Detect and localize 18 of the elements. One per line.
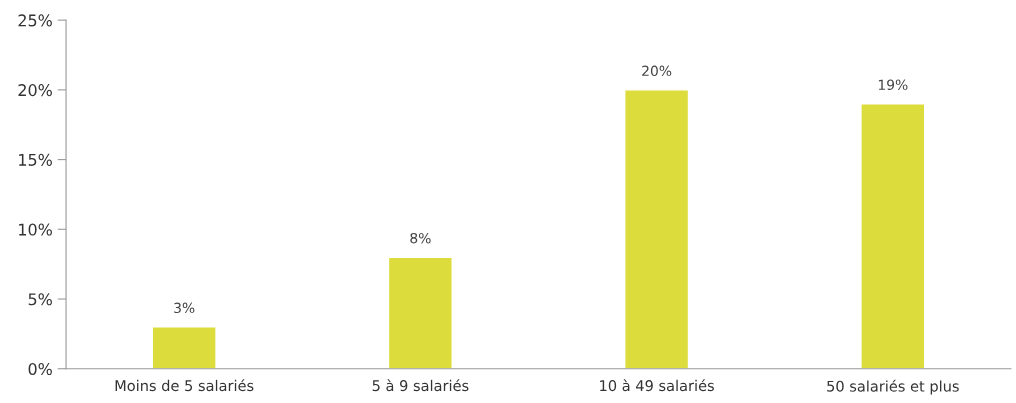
- data-label: 3%: [174, 302, 195, 314]
- y-tick-label: 0%: [28, 362, 52, 376]
- x-tick-label: 50 salariés et plus: [827, 379, 959, 395]
- x-tick-label: Moins de 5 salariés: [115, 379, 254, 392]
- data-label: 20%: [642, 65, 672, 77]
- data-label: 8%: [410, 232, 431, 244]
- x-tick-label: 5 à 9 salariés: [372, 379, 469, 392]
- y-tick-label: 20%: [18, 84, 52, 97]
- bar: [387, 256, 453, 369]
- y-tick-label: 15%: [19, 153, 52, 166]
- y-tick-label: 25%: [18, 14, 52, 27]
- y-tick-label: 5%: [28, 293, 52, 306]
- bar: [151, 326, 217, 369]
- y-tick-label: 10%: [19, 223, 52, 236]
- bar: [624, 89, 690, 369]
- data-label: 19%: [878, 79, 908, 91]
- bar: [860, 103, 926, 369]
- x-tick-label: 10 à 49 salariés: [600, 379, 714, 392]
